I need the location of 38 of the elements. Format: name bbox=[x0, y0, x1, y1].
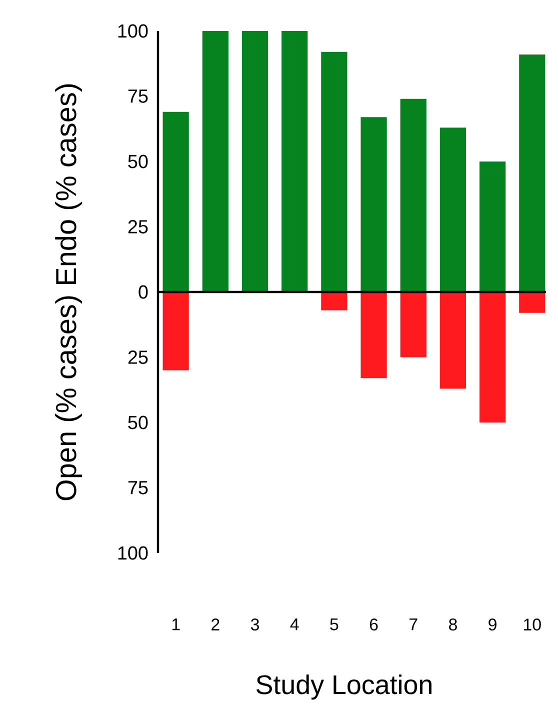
x-tick-label: 8 bbox=[448, 618, 457, 631]
bar bbox=[202, 30, 228, 292]
x-axis-title: Study Location bbox=[256, 674, 432, 700]
x-tick-label: 3 bbox=[250, 618, 259, 631]
bar bbox=[519, 292, 546, 313]
x-tick-label: 7 bbox=[410, 618, 418, 630]
x-tick-label: 5 bbox=[330, 618, 338, 630]
y-axis-title: Open (% cases) Endo (% cases) bbox=[55, 84, 82, 500]
bar bbox=[479, 292, 506, 422]
x-tick-label: 4 bbox=[290, 618, 299, 630]
x-tick-label: 9 bbox=[488, 618, 496, 631]
y-tick-label: 25 bbox=[128, 220, 148, 234]
bar bbox=[321, 52, 348, 292]
y-tick-label: 75 bbox=[128, 481, 148, 494]
bar bbox=[400, 292, 426, 358]
y-tick-label: 100 bbox=[118, 546, 148, 560]
x-tick-label: 2 bbox=[212, 618, 220, 630]
y-tick-label: 25 bbox=[128, 350, 148, 364]
bar bbox=[282, 30, 308, 292]
bar bbox=[400, 98, 426, 292]
bar bbox=[162, 292, 189, 370]
y-tick-label: 75 bbox=[128, 90, 148, 103]
bar bbox=[321, 292, 348, 310]
bar bbox=[519, 54, 546, 292]
y-tick-label: 50 bbox=[128, 154, 148, 168]
bar bbox=[242, 30, 268, 292]
bar bbox=[479, 161, 506, 292]
y-tick-label: 100 bbox=[118, 24, 148, 38]
bar bbox=[440, 128, 466, 292]
bar bbox=[360, 292, 387, 378]
bar bbox=[440, 292, 466, 389]
bar bbox=[360, 117, 387, 292]
bar bbox=[162, 112, 189, 292]
x-tick-label: 6 bbox=[370, 618, 378, 631]
x-tick-label: 1 bbox=[172, 618, 180, 630]
y-tick-label: 0 bbox=[138, 285, 148, 299]
x-tick-label: 10 bbox=[524, 618, 541, 631]
y-tick-label: 50 bbox=[128, 416, 148, 430]
